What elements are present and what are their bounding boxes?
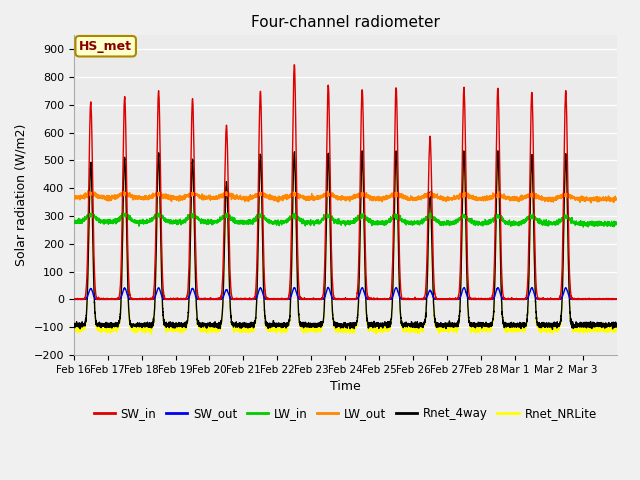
X-axis label: Time: Time	[330, 380, 360, 393]
SW_in	[291, 62, 298, 68]
Rnet_4way	[394, 235, 402, 241]
Rnet_NRLite	[613, 327, 621, 333]
SW_in	[182, 295, 190, 301]
SW_out	[182, 297, 190, 302]
SW_out	[521, 297, 529, 302]
SW_out	[395, 291, 403, 297]
SW_in	[494, 87, 502, 93]
Line: Rnet_NRLite: Rnet_NRLite	[74, 150, 617, 334]
LW_out	[395, 190, 403, 195]
Rnet_NRLite	[365, 324, 373, 329]
Line: Rnet_4way: Rnet_4way	[74, 151, 617, 329]
Title: Four-channel radiometer: Four-channel radiometer	[251, 15, 440, 30]
SW_in	[395, 206, 403, 212]
LW_out	[182, 192, 190, 198]
Y-axis label: Solar radiation (W/m2): Solar radiation (W/m2)	[15, 124, 28, 266]
SW_in	[535, 296, 543, 302]
LW_out	[521, 193, 529, 199]
Rnet_4way	[182, 321, 190, 326]
Line: LW_out: LW_out	[74, 191, 617, 203]
Legend: SW_in, SW_out, LW_in, LW_out, Rnet_4way, Rnet_NRLite: SW_in, SW_out, LW_in, LW_out, Rnet_4way,…	[89, 402, 602, 425]
LW_in	[70, 217, 77, 223]
SW_in	[70, 297, 77, 302]
LW_out	[613, 195, 621, 201]
SW_in	[613, 296, 621, 302]
Rnet_NRLite	[521, 325, 529, 331]
LW_out	[494, 194, 502, 200]
SW_out	[70, 297, 77, 302]
Rnet_NRLite	[70, 325, 77, 331]
SW_out	[494, 285, 502, 291]
Rnet_4way	[535, 323, 543, 328]
Rnet_4way	[613, 323, 621, 329]
Rnet_NRLite	[182, 322, 190, 328]
Rnet_NRLite	[494, 152, 502, 157]
Line: SW_out: SW_out	[74, 288, 617, 300]
LW_in	[395, 216, 403, 221]
LW_out	[365, 196, 373, 202]
LW_in	[156, 210, 163, 216]
SW_in	[70, 296, 77, 302]
SW_in	[365, 297, 373, 302]
SW_in	[521, 296, 529, 301]
LW_in	[579, 224, 587, 230]
Rnet_NRLite	[372, 331, 380, 337]
LW_out	[84, 188, 92, 193]
Line: SW_in: SW_in	[74, 65, 617, 300]
Rnet_NRLite	[460, 147, 468, 153]
LW_in	[613, 220, 621, 226]
LW_out	[588, 200, 595, 206]
LW_in	[182, 216, 190, 222]
SW_out	[70, 297, 77, 302]
Text: HS_met: HS_met	[79, 40, 132, 53]
Rnet_4way	[365, 320, 373, 326]
LW_in	[365, 216, 373, 222]
SW_out	[324, 285, 332, 290]
SW_out	[365, 297, 373, 302]
SW_out	[535, 297, 543, 302]
Rnet_4way	[494, 148, 502, 154]
LW_out	[70, 193, 77, 199]
LW_in	[494, 213, 502, 219]
SW_out	[613, 296, 621, 302]
Rnet_4way	[521, 323, 529, 329]
Rnet_NRLite	[535, 326, 543, 332]
Rnet_4way	[548, 326, 556, 332]
LW_out	[535, 192, 543, 198]
Line: LW_in: LW_in	[74, 213, 617, 227]
LW_in	[535, 218, 543, 224]
Rnet_NRLite	[395, 243, 403, 249]
LW_in	[521, 220, 529, 226]
Rnet_4way	[70, 320, 77, 326]
Rnet_4way	[494, 151, 502, 156]
